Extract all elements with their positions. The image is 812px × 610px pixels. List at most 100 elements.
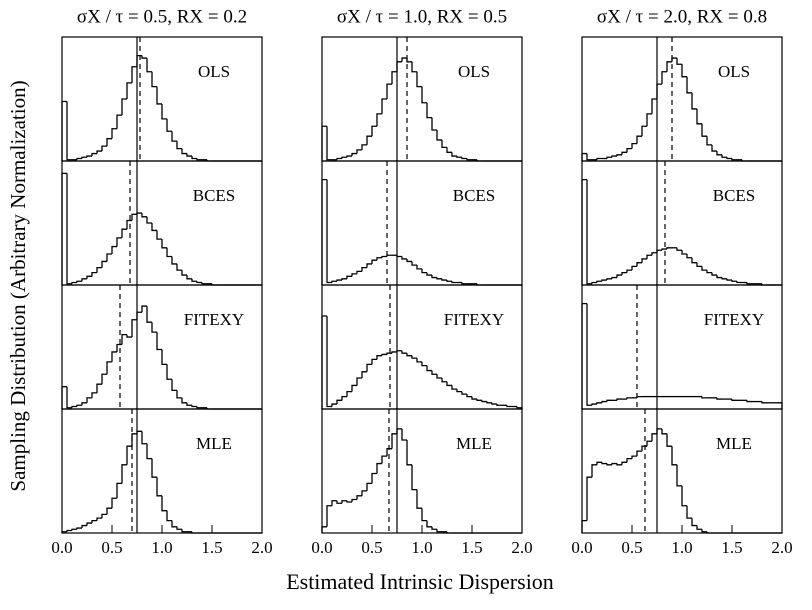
- histogram-bin: [426, 365, 432, 372]
- histogram-bin: [436, 529, 442, 533]
- histogram-bin: [321, 125, 327, 161]
- histogram-bin: [81, 156, 87, 159]
- histogram-bin: [86, 275, 92, 279]
- histogram-bin: [356, 270, 362, 274]
- histogram-bin: [591, 281, 597, 284]
- histogram-bin: [71, 405, 77, 408]
- histogram-bin: [621, 461, 627, 465]
- histogram-bin: [171, 256, 177, 265]
- histogram-bin: [411, 261, 417, 266]
- column-title: σX / τ = 0.5, RX = 0.2: [77, 6, 247, 27]
- histogram-bin: [591, 403, 597, 406]
- histogram-bin: [601, 279, 607, 282]
- histogram-bin: [376, 257, 382, 261]
- histogram-bin: [701, 123, 707, 137]
- histogram-bin: [636, 135, 642, 144]
- histogram-bin: [136, 430, 142, 434]
- histogram-bin: [386, 83, 392, 99]
- x-tick-label: 2.0: [251, 538, 272, 557]
- histogram-bin: [106, 253, 112, 262]
- histogram-bin: [176, 526, 182, 530]
- histogram-bin: [351, 384, 357, 392]
- histogram-bin: [656, 249, 662, 253]
- histogram-bin: [621, 151, 627, 155]
- histogram-bin: [191, 531, 197, 534]
- histogram-bin: [166, 510, 172, 522]
- panel-label: MLE: [196, 434, 232, 453]
- histogram-bin: [661, 428, 667, 435]
- histogram-bin: [416, 265, 422, 270]
- histogram-bin: [176, 263, 182, 271]
- histogram-bin: [171, 379, 177, 392]
- histogram-bin: [666, 61, 672, 72]
- x-tick-label: 0.0: [571, 538, 592, 557]
- histogram-bin: [131, 433, 137, 447]
- histogram-bin: [606, 278, 612, 281]
- histogram-bin: [371, 259, 377, 264]
- x-tick-label: 1.5: [201, 538, 222, 557]
- histogram-bin: [141, 431, 147, 445]
- histogram-bin: [441, 139, 447, 149]
- x-tick-label: 0.5: [361, 538, 382, 557]
- panel-label: BCES: [713, 186, 756, 205]
- histogram-bin: [126, 82, 132, 99]
- histogram-bin: [391, 433, 397, 449]
- histogram-bin: [336, 157, 342, 160]
- x-tick-label: 0.5: [621, 538, 642, 557]
- histogram-bin: [451, 281, 457, 284]
- histogram-bin: [356, 495, 362, 500]
- histogram-bin: [376, 462, 382, 474]
- x-tick-label: 0.5: [101, 538, 122, 557]
- histogram-bin: [777, 402, 783, 409]
- histogram-bin: [381, 353, 387, 356]
- histogram-bin: [466, 158, 472, 161]
- histogram-bin: [421, 268, 427, 274]
- histogram-bin: [436, 277, 442, 280]
- histogram-bin: [146, 443, 152, 460]
- histogram-bin: [581, 519, 587, 533]
- histogram-bin: [421, 86, 427, 104]
- histogram-bin: [691, 92, 697, 110]
- histogram-bin: [161, 239, 167, 249]
- histogram-bin: [696, 262, 702, 268]
- histogram-bin: [596, 461, 602, 465]
- histogram-bin: [721, 154, 727, 158]
- histogram-bin: [581, 178, 587, 285]
- histogram-bin: [111, 351, 117, 362]
- histogram-bin: [76, 157, 82, 160]
- histogram-bin: [591, 464, 597, 478]
- histogram-bin: [386, 254, 392, 257]
- histogram-bin: [656, 83, 662, 99]
- histogram-bin: [646, 113, 652, 127]
- histogram-bin: [61, 100, 67, 161]
- histogram-bin: [106, 138, 112, 147]
- histogram-bin: [461, 157, 467, 160]
- histogram-bin: [406, 440, 412, 466]
- histogram-bin: [601, 400, 607, 403]
- histogram-bin: [371, 125, 377, 137]
- histogram-bin: [201, 282, 207, 285]
- histogram-bin: [451, 385, 457, 390]
- panel-label: BCES: [193, 186, 236, 205]
- histogram-bin: [76, 404, 82, 407]
- histogram-bin: [611, 155, 617, 158]
- histogram-bin: [86, 522, 92, 526]
- histogram-bin: [716, 397, 722, 400]
- histogram-bin: [431, 526, 437, 530]
- histogram-bin: [616, 398, 622, 401]
- histogram-bin: [191, 405, 197, 408]
- x-axis-label: Estimated Intrinsic Dispersion: [286, 569, 554, 594]
- histogram-bin: [401, 256, 407, 260]
- histogram-bin: [691, 257, 697, 264]
- histogram-bin: [446, 280, 452, 282]
- histogram-bin: [111, 497, 117, 509]
- histogram-bin: [401, 428, 407, 441]
- histogram-bin: [411, 464, 417, 491]
- panel-label: MLE: [716, 434, 752, 453]
- panel-label: MLE: [456, 434, 492, 453]
- histogram-bin: [626, 269, 632, 273]
- histogram-bin: [686, 505, 692, 519]
- histogram-bin: [141, 305, 147, 313]
- histogram-bin: [471, 396, 477, 400]
- histogram-bin: [146, 216, 152, 224]
